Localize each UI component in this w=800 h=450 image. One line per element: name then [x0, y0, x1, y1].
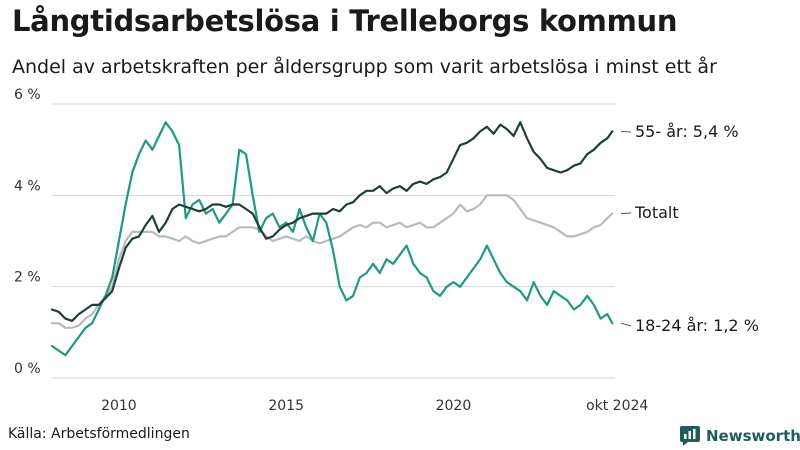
- y-tick-label: 0 %: [14, 361, 41, 377]
- series-line-2: [50, 121, 614, 357]
- newsworthy-icon: [680, 426, 700, 446]
- end-label-0: 55- år: 5,4 %: [635, 122, 739, 141]
- y-tick-label: 6 %: [14, 87, 41, 103]
- end-label-2: 18-24 år: 1,2 %: [635, 316, 759, 335]
- end-label-layer: 55- år: 5,4 % Totalt 18-24 år: 1,2 %: [620, 122, 759, 335]
- end-label-leader: [620, 130, 632, 133]
- series-line-1: [50, 194, 614, 329]
- end-label-1: Totalt: [634, 203, 679, 222]
- x-tick-label: 2010: [101, 398, 137, 414]
- brand-name: Newsworthy: [706, 427, 800, 445]
- y-tick-label: 2 %: [14, 270, 41, 286]
- series-line-0: [50, 121, 614, 322]
- y-tick-label: 4 %: [14, 178, 41, 194]
- end-label-leader: [620, 212, 632, 215]
- end-label-leader: [620, 322, 632, 327]
- axis-layer: 0 % 2 % 4 % 6 % 2010 2015 2020 okt 2024: [14, 87, 648, 414]
- x-tick-label: okt 2024: [586, 398, 648, 414]
- chart-title: Långtidsarbetslösa i Trelleborgs kommun: [12, 4, 678, 38]
- brand-logo: Newsworthy: [680, 426, 800, 446]
- grid-layer: [52, 103, 615, 379]
- x-tick-label: 2015: [268, 398, 304, 414]
- chart-subtitle: Andel av arbetskraften per åldersgrupp s…: [12, 56, 717, 78]
- series-layer: [50, 121, 614, 357]
- x-tick-label: 2020: [436, 398, 472, 414]
- source-note: Källa: Arbetsförmedlingen: [8, 426, 190, 442]
